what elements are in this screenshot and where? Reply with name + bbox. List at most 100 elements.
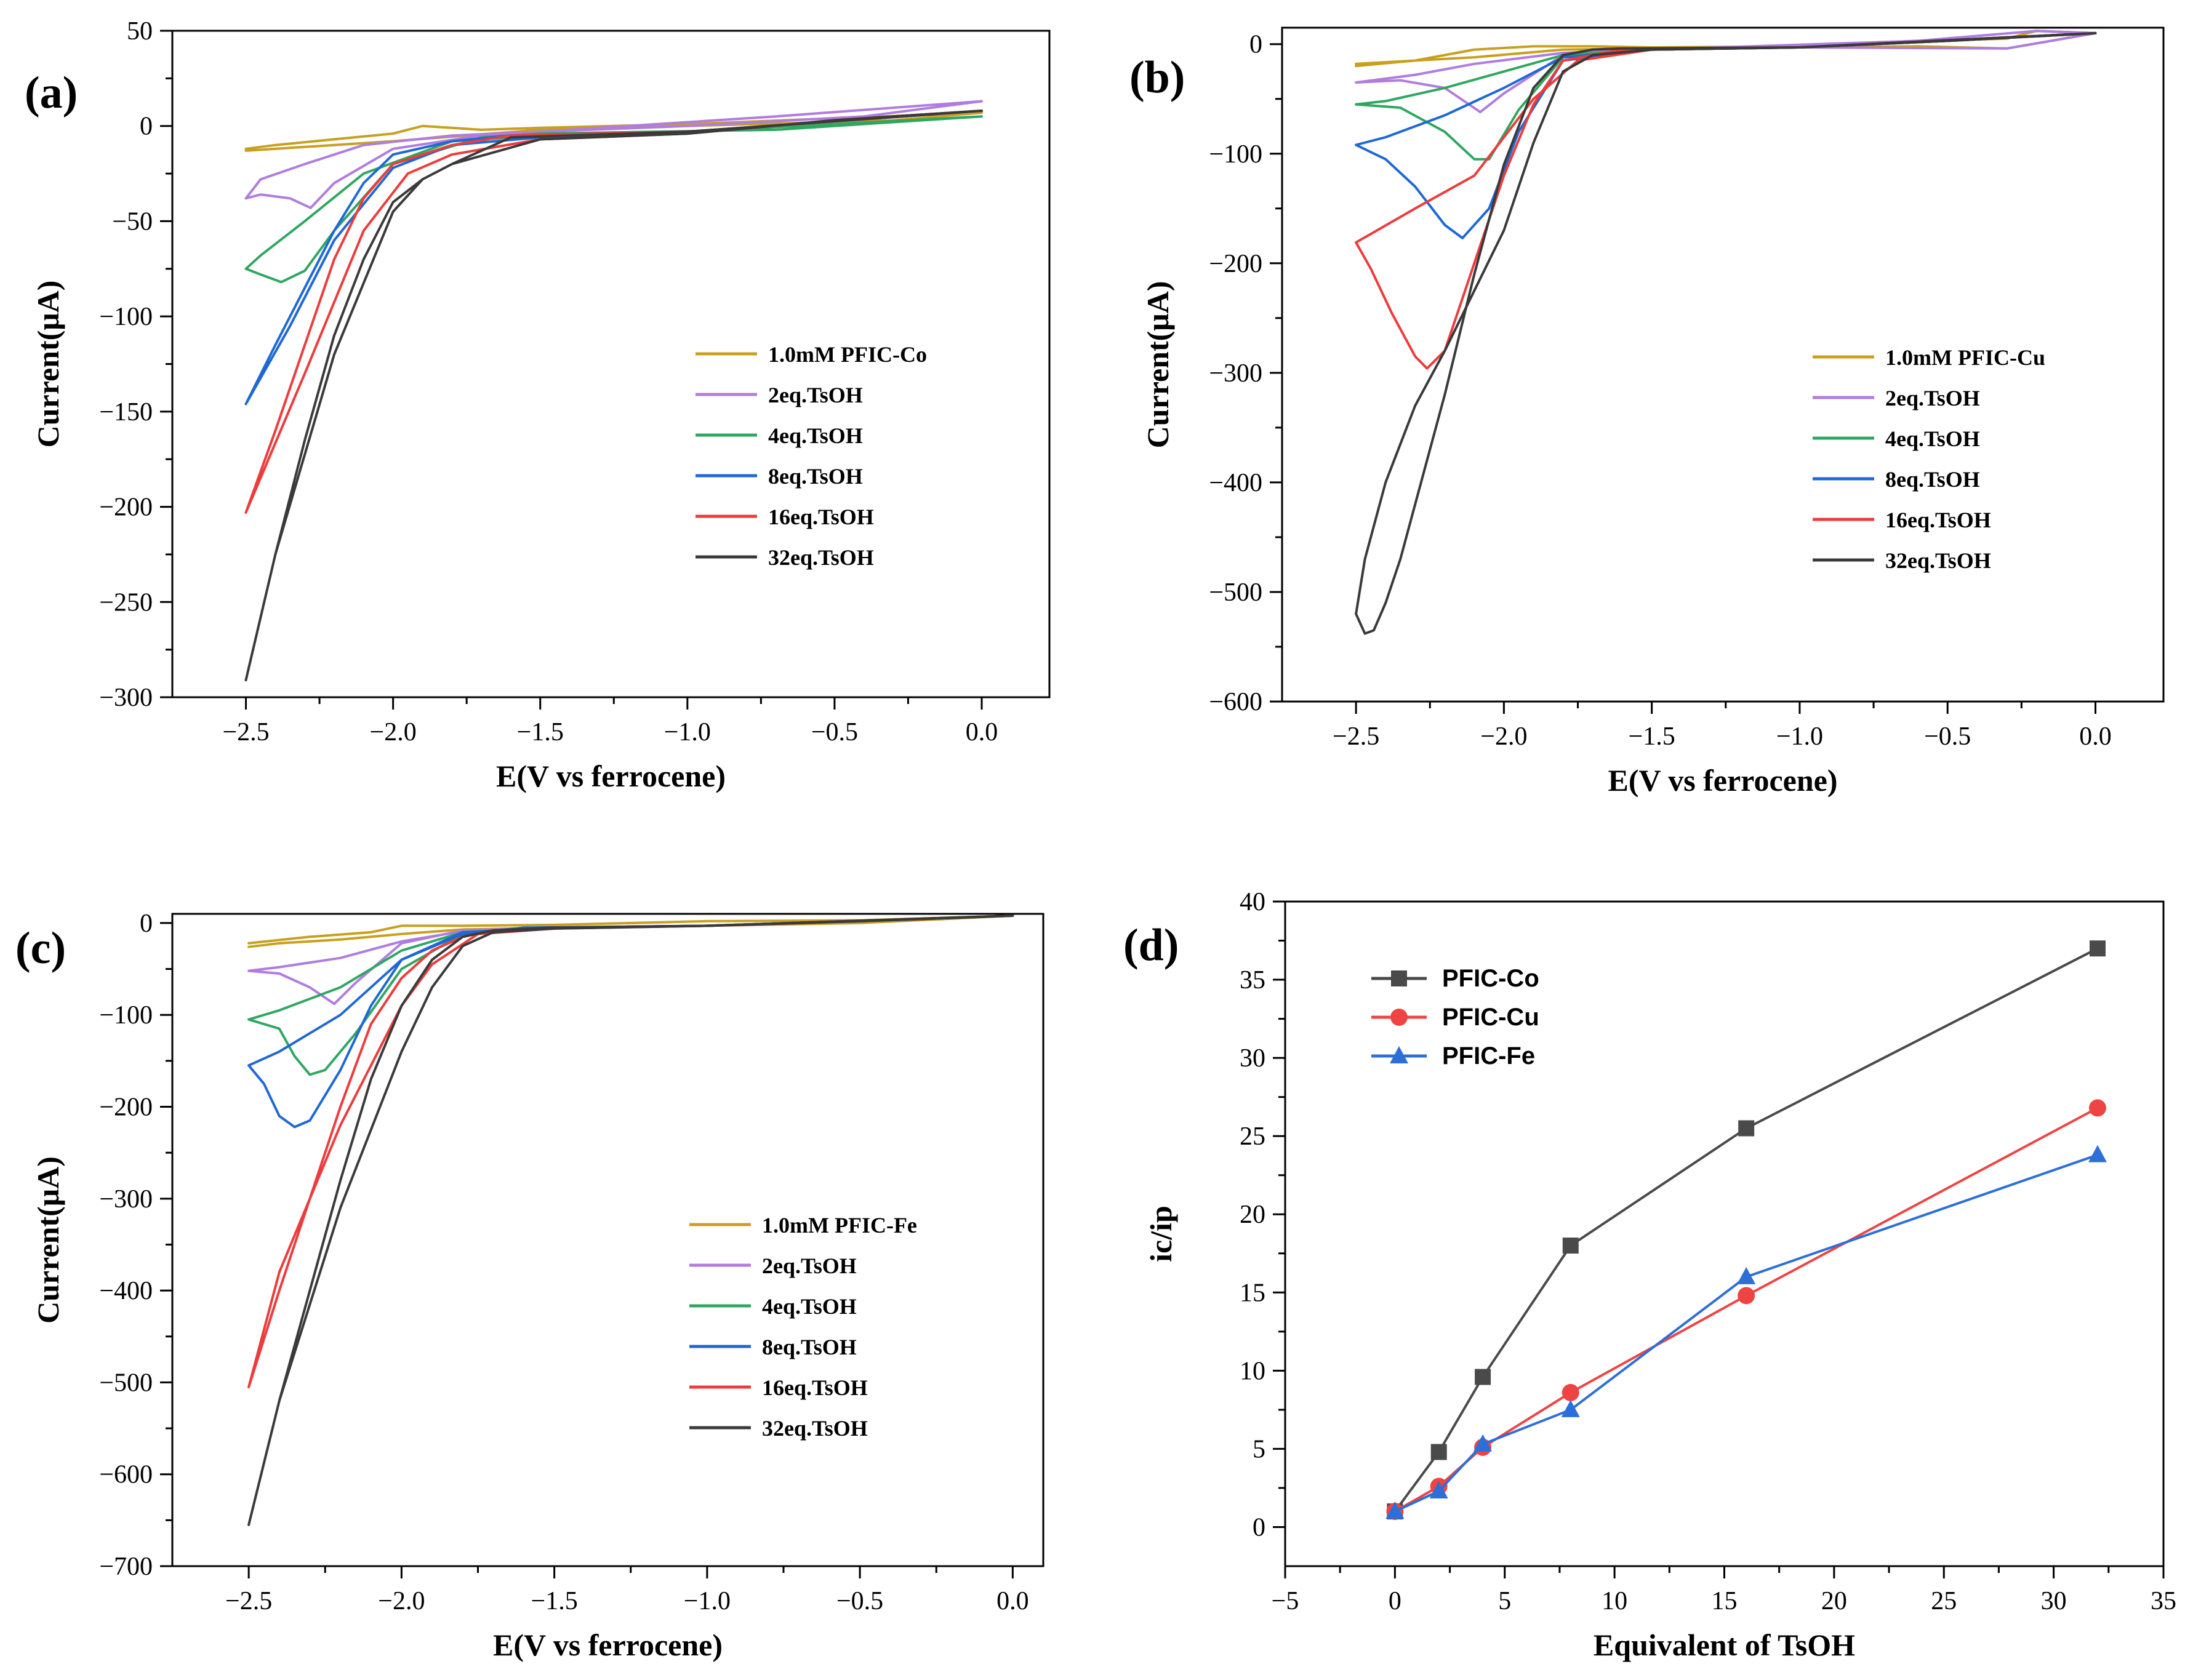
panel-label: (a) [25,68,78,118]
x-tick-label: −0.5 [836,1587,883,1615]
x-tick-label: −0.5 [811,718,858,746]
x-axis-title: E(V vs ferrocene) [496,759,726,793]
y-tick-label: −150 [99,398,153,426]
x-tick-label: 0.0 [966,718,998,746]
series-2 [1386,1099,2106,1521]
series-line [244,100,983,209]
y-tick-label: −250 [99,588,153,617]
y-tick-label: 20 [1240,1201,1265,1229]
y-tick-label: −600 [99,1461,153,1489]
legend-label: PFIC-Fe [1442,1042,1535,1070]
y-tick-label: 0 [1249,31,1262,59]
data-point [1561,1399,1580,1417]
x-tick-label: −2.5 [222,718,269,746]
series-6 [247,914,1014,1526]
legend-label: PFIC-Co [1442,965,1539,992]
y-tick-label: 0 [1253,1513,1265,1542]
y-tick-label: −100 [99,1001,153,1030]
data-point [2089,940,2106,957]
y-tick-label: −500 [99,1369,153,1397]
y-tick-label: 25 [1240,1122,1265,1151]
legend-label: 16eq.TsOH [768,505,874,529]
data-point [1385,1502,1405,1519]
data-point [1429,1481,1448,1499]
legend-label: 1.0mM PFIC-Fe [762,1213,917,1238]
series-3 [1385,1145,2107,1519]
y-tick-label: 0 [140,113,153,141]
x-tick-label: 30 [2041,1587,2067,1615]
data-point [1562,1383,1579,1401]
legend-label: 32eq.TsOH [768,545,874,570]
x-tick-label: −2.5 [1333,722,1379,751]
legend-label: 4eq.TsOH [768,423,863,448]
y-tick-label: −50 [112,207,153,236]
data-point [1738,1287,1755,1305]
series-2 [247,914,1014,1006]
series-line [1393,1153,2099,1513]
series-line [244,110,983,682]
panel-label: (b) [1129,52,1185,103]
series-line [247,914,1014,1526]
y-tick-label: −300 [1209,359,1262,388]
series-2 [244,100,983,209]
legend-marker [1390,1046,1408,1063]
y-tick-label: −500 [1209,578,1262,607]
y-tick-label: −200 [1209,250,1262,278]
legend-label: 16eq.TsOH [1885,508,1991,532]
series-3 [244,115,983,284]
legend-label: 8eq.TsOH [1885,467,1980,492]
series-line [1393,1106,2099,1513]
x-tick-label: −0.5 [1924,722,1971,751]
panel-a: (a) −2.5 −2.0 −1.5 −1.0 −0.5 0.0 −300 −250 −200 −1… [25,17,1051,793]
x-axis-title: Equivalent of TsOH [1594,1628,1855,1662]
x-tick-label: −1.5 [1629,722,1675,751]
x-tick-label: 20 [1821,1587,1847,1615]
x-tick-label: 0.0 [2079,722,2112,751]
panel-label: (d) [1123,920,1179,970]
legend-label: 32eq.TsOH [1885,548,1991,573]
panel-c: (c) −2.5 −2.0 −1.5 −1.0 −0.5 0.0 −700 −600 −500 −4… [15,910,1044,1662]
data-point [1562,1238,1579,1254]
legend-marker [1391,970,1407,986]
x-tick-label: −1.0 [664,718,711,746]
y-tick-label: −600 [1209,688,1262,716]
data-point [1473,1434,1493,1452]
x-tick-label: 35 [2151,1587,2176,1615]
series-line [247,914,1014,1129]
data-point [1738,1120,1755,1137]
x-tick-label: 5 [1498,1587,1511,1615]
x-tick-label: 0.0 [996,1587,1029,1615]
data-point [2088,1099,2106,1117]
y-tick-label: −300 [99,1185,153,1214]
legend-label: PFIC-Cu [1442,1004,1539,1031]
y-tick-label: 35 [1240,966,1265,994]
panel-label: (c) [15,923,66,974]
y-tick-label: −100 [1209,140,1262,169]
x-tick-label: −1.5 [531,1587,578,1615]
y-tick-label: 5 [1253,1435,1265,1463]
x-tick-label: −1.0 [1776,722,1823,751]
legend-label: 2eq.TsOH [1885,386,1980,410]
series-line [1355,31,2097,239]
y-tick-label: 40 [1240,888,1265,916]
series-line [1355,30,2097,114]
legend-label: 2eq.TsOH [768,383,863,407]
y-axis-title: ic/ip [1144,1206,1178,1262]
series-line [247,914,1014,1006]
y-tick-label: −400 [1209,469,1262,497]
legend-label: 2eq.TsOH [762,1254,857,1278]
x-tick-label: −1.0 [684,1587,731,1615]
legend-label: 4eq.TsOH [762,1294,857,1319]
legend-label: 16eq.TsOH [762,1375,868,1400]
data-point [1737,1266,1756,1284]
x-tick-label: 15 [1712,1587,1738,1615]
y-tick-label: −100 [99,303,153,331]
x-axis-title: E(V vs ferrocene) [493,1628,723,1662]
y-tick-label: −200 [99,494,153,522]
y-axis-title: Current(μA) [1141,281,1175,449]
y-tick-label: −400 [99,1277,153,1305]
y-tick-label: 10 [1240,1357,1265,1385]
plot-frame [1281,26,2165,703]
y-tick-label: −200 [99,1094,153,1122]
